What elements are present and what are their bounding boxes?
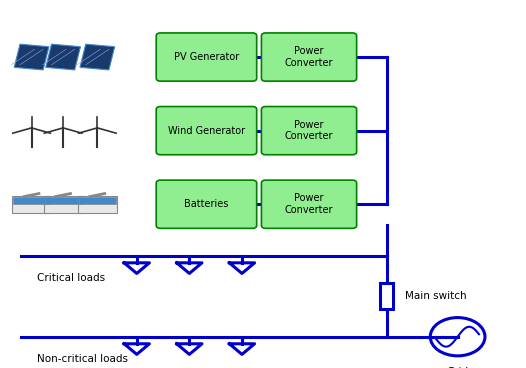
FancyBboxPatch shape [156, 33, 257, 81]
Polygon shape [14, 44, 49, 70]
Polygon shape [45, 197, 82, 204]
Text: Main switch: Main switch [405, 291, 467, 301]
Polygon shape [46, 44, 80, 70]
FancyBboxPatch shape [261, 33, 357, 81]
FancyBboxPatch shape [261, 107, 357, 155]
Text: Wind Generator: Wind Generator [168, 125, 245, 136]
Polygon shape [13, 197, 50, 204]
Text: PV Generator: PV Generator [174, 52, 239, 62]
FancyBboxPatch shape [44, 196, 83, 213]
Polygon shape [80, 44, 115, 70]
FancyBboxPatch shape [12, 196, 51, 213]
FancyBboxPatch shape [261, 180, 357, 228]
Text: Batteries: Batteries [184, 199, 229, 209]
Text: Power
Converter: Power Converter [285, 46, 333, 68]
Text: Power
Converter: Power Converter [285, 194, 333, 215]
Text: Critical loads: Critical loads [37, 273, 105, 283]
Text: Power
Converter: Power Converter [285, 120, 333, 141]
Text: Grid: Grid [447, 367, 469, 368]
FancyBboxPatch shape [78, 196, 117, 213]
FancyBboxPatch shape [156, 107, 257, 155]
Polygon shape [79, 197, 116, 204]
Text: Non-critical loads: Non-critical loads [37, 354, 128, 364]
FancyBboxPatch shape [156, 180, 257, 228]
FancyBboxPatch shape [380, 283, 393, 309]
